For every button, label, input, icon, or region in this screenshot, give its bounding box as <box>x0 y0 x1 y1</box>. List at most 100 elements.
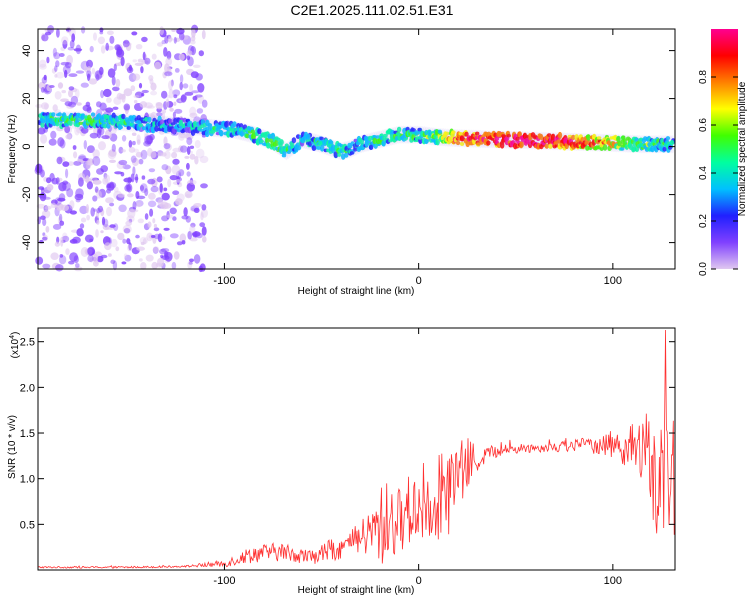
spectrogram-noise-blob <box>98 188 106 198</box>
spectrogram-noise-blob <box>96 101 102 108</box>
spectrogram-noise-blob <box>98 141 106 151</box>
spectrogram-noise-blob <box>163 227 170 231</box>
spectrogram-ridge-halo <box>296 133 301 152</box>
spectrogram-noise-blob <box>132 166 136 176</box>
spectrogram-noise-blob <box>161 90 168 99</box>
spectrogram-noise-blob <box>194 140 201 149</box>
spectrogram-noise-blob <box>144 188 149 197</box>
spectrogram-noise-blob <box>193 207 200 213</box>
spectrogram-ridge-cell <box>437 129 443 134</box>
spectrogram-noise-blob <box>157 257 165 267</box>
spectrogram-noise-blob <box>51 68 57 74</box>
spectrogram-noise-blob <box>142 238 147 245</box>
spectrogram-y-ticks: -40 -20 0 20 40 <box>21 44 675 251</box>
spectrogram-ridge-cell <box>126 126 131 130</box>
spectrogram-ridge-cell <box>311 145 317 152</box>
spectrogram-noise-blob <box>186 137 193 146</box>
spectrogram-noise-blob <box>191 28 196 38</box>
spectrogram-noise-blob <box>128 146 136 153</box>
spectrogram-noise-blob <box>56 28 60 38</box>
spectrogram-noise-blob <box>96 190 102 199</box>
spectrogram-noise-blob <box>189 225 196 234</box>
spectrogram-noise-blob <box>54 197 62 206</box>
spectrogram-noise-blob <box>73 255 79 264</box>
spectrogram-ridge-cell <box>121 113 126 120</box>
spectrogram-noise-blob <box>40 134 48 144</box>
spectrogram-noise-blob <box>101 135 110 140</box>
spectrogram-noise-blob <box>68 89 73 98</box>
spectrogram-noise-blob <box>169 175 178 181</box>
spectrogram-noise-blob <box>160 201 169 210</box>
spectrogram-noise-blob <box>39 192 47 202</box>
snr-y-ticks: 0.5 1.0 1.5 2.0 2.5 <box>20 337 675 531</box>
spectrogram-noise-blob <box>46 56 50 64</box>
spectrogram-noise-blob <box>152 218 156 224</box>
spectrogram-ridge-cell <box>411 128 416 132</box>
spectrogram-noise-blob <box>106 97 112 103</box>
spectrogram-noise-blob <box>60 61 70 66</box>
spectrogram-noise-blob <box>100 90 105 99</box>
spectrogram-noise-blob <box>115 246 120 252</box>
spectrogram-noise-blob <box>106 206 112 217</box>
snr-y-tick-label: 2.0 <box>20 382 35 394</box>
spectrogram-noise-blob <box>154 233 161 240</box>
spectrogram-noise-blob <box>70 95 79 105</box>
colorbar-ticks: 0.0 0.2 0.4 0.6 0.8 <box>698 70 738 276</box>
spectrogram-noise-blob <box>181 215 189 220</box>
spectrogram-noise-blob <box>123 103 131 111</box>
spectrogram-noise-blob <box>135 200 144 207</box>
spectrogram-noise-blob <box>86 214 90 221</box>
spectrogram-noise-blob <box>127 208 136 219</box>
spectrogram-noise-blob <box>87 158 95 166</box>
spectrogram-noise-blob <box>196 108 204 114</box>
spectrogram-noise-blob <box>184 91 194 96</box>
spectrogram-noise-blob <box>136 134 141 144</box>
colorbar-label: Normalized spectral amplitude <box>737 81 748 216</box>
spectrogram-noise-blob <box>38 186 45 190</box>
spectrogram-noise-blob <box>199 155 209 164</box>
spectrogram-ridge-cell <box>464 131 469 137</box>
spectrogram-noise-blob <box>134 62 144 66</box>
colorbar-tick-label: 0.0 <box>698 262 709 276</box>
spectrogram-noise-blob <box>92 179 102 185</box>
spectrogram-noise-blob <box>137 218 144 224</box>
spectrogram-ridge-cell <box>239 130 245 137</box>
spectrogram-noise-blob <box>202 236 207 243</box>
spectrogram-ridge-cell <box>192 121 198 127</box>
spectrogram-noise-blob <box>149 208 154 217</box>
spectrogram-noise-blob <box>154 61 162 70</box>
spectrogram-noise-blob <box>113 96 122 106</box>
spectrogram-noise-blob <box>50 252 59 260</box>
spectrogram-noise-blob <box>178 169 185 177</box>
spectrogram-noise-blob <box>109 159 116 163</box>
spectrogram-noise-blob <box>44 31 52 36</box>
spectrogram-noise-blob <box>112 260 118 271</box>
spectrogram-noise-blob <box>40 87 45 93</box>
spectrogram-ridge-cell <box>444 131 450 136</box>
snr-frame <box>37 327 676 571</box>
spectrogram-noise-blob <box>72 145 77 150</box>
spectrogram-noise-blob <box>149 78 154 85</box>
spectrogram-noise-blob <box>62 65 71 75</box>
spectrogram-noise-blob <box>86 145 95 154</box>
spectrogram-ridge-cell <box>68 119 73 126</box>
spectrogram-noise-blob <box>108 253 112 257</box>
spectrogram-noise-blob <box>161 112 166 120</box>
spectrogram-noise-blob <box>69 210 77 215</box>
spectrogram-noise-blob <box>164 71 173 77</box>
spectrogram-noise-blob <box>55 177 60 185</box>
spectrogram-noise-blob <box>121 261 127 265</box>
spectrogram-noise-blob <box>144 132 149 136</box>
spectrogram-ridge-cell <box>662 146 667 152</box>
spectrogram-noise-blob <box>42 236 48 241</box>
spectrogram-noise-blob <box>150 185 159 193</box>
spectrogram-ridge-cell <box>486 140 491 146</box>
spectrogram-noise-blob <box>147 178 156 185</box>
spectrogram-ridge-cell <box>557 131 563 139</box>
spectrogram-noise-blob <box>89 45 94 53</box>
spectrogram-ridge-cell <box>571 134 576 141</box>
spectrogram-noise-blob <box>133 94 140 99</box>
spectrogram-panel: -100 0 100 -40 -20 0 20 40 Height of straight … <box>7 24 676 297</box>
spectrogram-noise-blob <box>80 82 89 88</box>
spectrogram-noise-blob <box>105 42 109 52</box>
